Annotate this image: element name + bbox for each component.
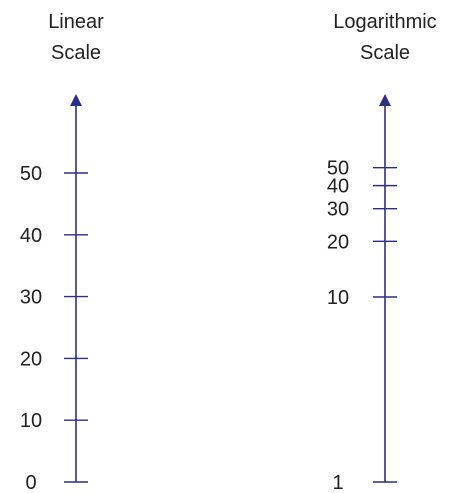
log-tick-label: 1 bbox=[332, 472, 343, 493]
log-tick-label: 40 bbox=[327, 176, 349, 198]
log-tick-label: 50 bbox=[327, 158, 349, 180]
linear-title-line1: Linear bbox=[48, 11, 104, 33]
linear-axis-arrowhead bbox=[70, 94, 82, 106]
log-axis-arrowhead bbox=[379, 94, 391, 106]
log-title-line1: Logarithmic bbox=[333, 11, 436, 33]
linear-title-line2: Scale bbox=[51, 42, 101, 64]
linear-axis: 0 10 20 30 40 50 bbox=[20, 94, 88, 493]
linear-tick-label: 10 bbox=[20, 410, 42, 432]
log-tick-label: 30 bbox=[327, 199, 349, 221]
linear-tick-label: 50 bbox=[20, 163, 42, 185]
linear-tick-label: 40 bbox=[20, 225, 42, 247]
linear-tick-label: 20 bbox=[20, 348, 42, 370]
log-tick-label: 20 bbox=[327, 231, 349, 253]
log-tick-label: 10 bbox=[327, 287, 349, 309]
linear-tick-label: 0 bbox=[25, 472, 36, 493]
log-title-line2: Scale bbox=[360, 42, 410, 64]
linear-tick-label: 30 bbox=[20, 287, 42, 309]
